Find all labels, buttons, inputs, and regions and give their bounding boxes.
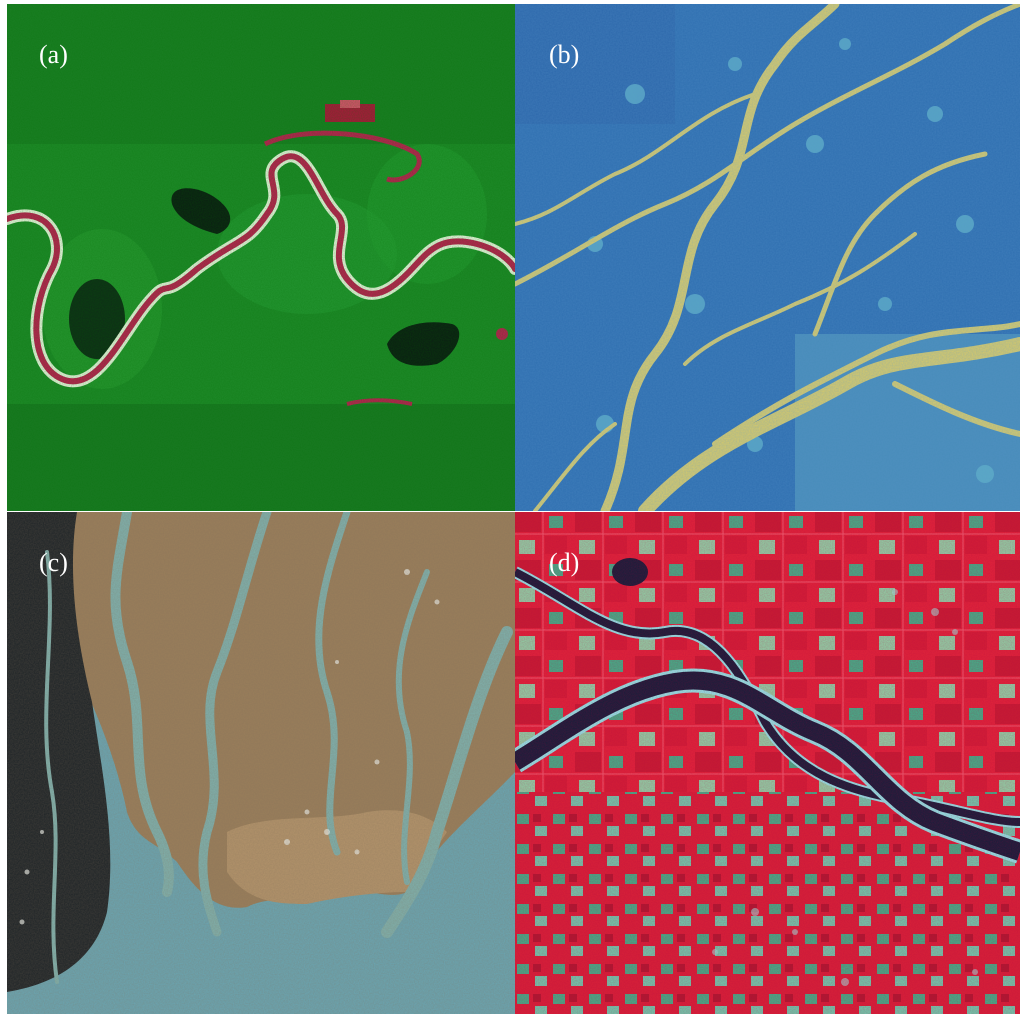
panel-c-tidal-delta: (c) — [7, 512, 515, 1014]
panel-a-image — [7, 4, 515, 511]
panel-c-image — [7, 512, 515, 1014]
satellite-image-grid: (a) — [7, 4, 1020, 1014]
panel-d-image — [515, 512, 1020, 1014]
panel-d-agricultural-river: (d) — [515, 512, 1020, 1014]
panel-b-braided-river: (b) — [515, 4, 1020, 511]
panel-b-image — [515, 4, 1020, 511]
panel-d-label: (d) — [549, 548, 580, 577]
panel-b-label: (b) — [549, 40, 580, 69]
panel-c-label: (c) — [39, 548, 68, 577]
panel-a-meandering-river: (a) — [7, 4, 515, 511]
panel-a-label: (a) — [39, 40, 68, 69]
